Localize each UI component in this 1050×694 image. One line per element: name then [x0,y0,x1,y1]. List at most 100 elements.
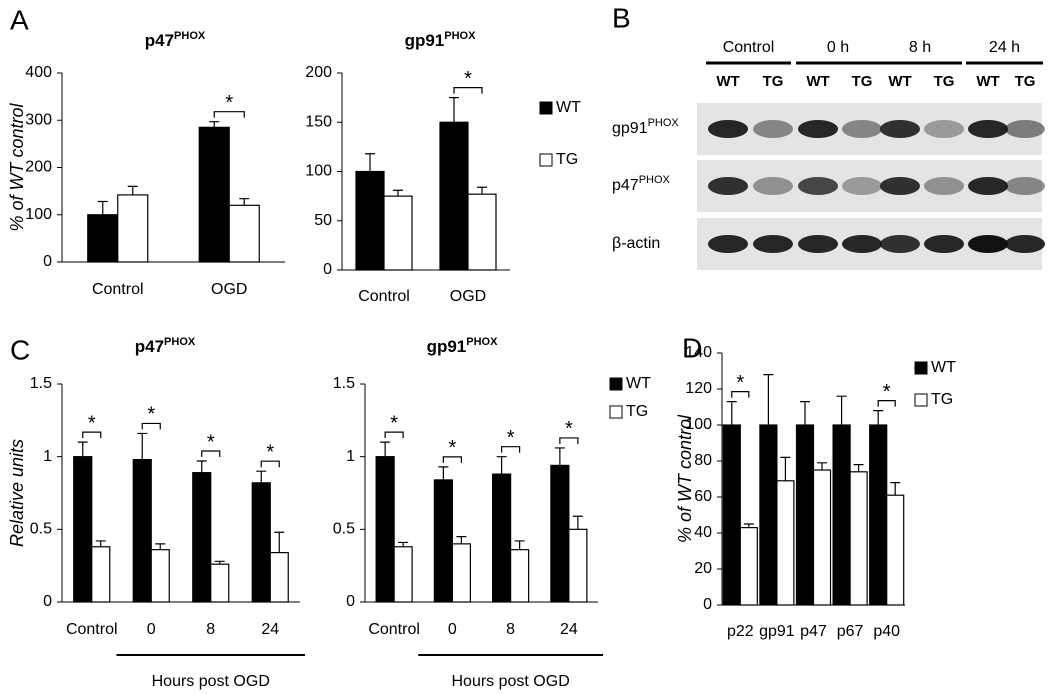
bar [886,494,905,606]
title-superscript: PHOX [164,336,196,348]
error-bar [196,460,207,473]
error-bar [800,401,810,425]
significance-bracket [559,437,579,444]
bar [568,528,588,603]
error-bar [572,515,583,530]
y-tick-label: 1.5 [30,375,52,392]
x-tick-label: 8 [206,621,215,638]
bar [132,458,152,603]
blot-band [968,235,1008,253]
bar [251,482,271,603]
blot-group-label: 24 h [989,39,1020,56]
blot-band [842,120,882,138]
blot-band [708,235,748,253]
y-tick-label: 100 [305,163,332,180]
blot-lane-label: WT [888,73,911,90]
blot-row-label: p47PHOX [612,174,671,194]
significance-bracket [731,391,750,398]
blot-lane-label: TG [1015,73,1036,90]
blot-row-text: gp91 [612,120,648,137]
legend-swatch [914,393,928,407]
significance-bracket [501,446,521,453]
bar [269,551,289,603]
significance-bracket [877,400,896,407]
blot-band [708,177,748,195]
bar [776,480,795,606]
blot-band [924,120,964,138]
title-text: p47 [135,337,164,356]
title: gp91PHOX [405,30,477,51]
title: p47PHOX [145,30,206,51]
y-axis-label: % of WT control [7,102,27,231]
blot-row-text: p47 [612,177,639,194]
x-tick-label: Control [358,288,410,305]
bar [375,456,395,603]
blot-band [842,235,882,253]
title: gp91PHOX [427,336,499,357]
error-bar [398,541,409,547]
y-tick-label: 1.5 [333,375,355,392]
y-tick-label: 150 [305,113,332,130]
legend-label: TG [931,391,953,408]
blot-band [924,177,964,195]
y-axis-label: Relative units [7,439,27,547]
title-text: gp91 [405,31,445,50]
y-tick-label: 120 [685,380,712,397]
error-bar [456,536,467,544]
legend-label: WT [931,359,956,376]
significance-star: * [266,441,274,463]
legend-swatch [539,153,553,167]
x-tick-label: OGD [211,281,247,298]
blot-group-label: 0 h [827,39,849,56]
x-tick-label: p67 [837,623,864,640]
legend-label: TG [626,403,648,420]
significance-star: * [736,372,744,394]
blot-band [798,120,838,138]
significance-star: * [507,427,515,449]
y-tick-label: 40 [694,524,712,541]
bar [150,549,170,603]
error-bar [365,153,375,172]
bar [812,469,832,606]
error-bar [449,97,459,123]
error-bar [743,523,754,528]
blot-band [842,177,882,195]
legend-swatch [609,377,623,391]
blot-band [753,177,793,195]
blot-row-label: gp91PHOX [612,117,679,137]
significance-star: * [464,68,472,90]
legend-swatch [914,361,928,375]
error-bar [817,462,827,470]
x-tick-label: p22 [727,623,754,640]
blot-row-text: β-actin [612,235,660,252]
error-bar [209,121,220,128]
x-tick-label: 0 [147,621,156,638]
significance-star: * [883,381,891,403]
y-tick-label: 100 [685,416,712,433]
bar [210,563,230,603]
significance-bracket [82,431,102,439]
bar [510,549,530,603]
x-tick-label: gp91 [759,623,795,640]
legend-label: WT [626,375,651,392]
blot-band [708,120,748,138]
x-group-label: Hours post OGD [152,673,270,690]
error-bar [127,185,138,195]
y-tick-label: 200 [305,64,332,81]
y-tick-label: 1 [346,448,355,465]
legend-label: WT [556,99,581,116]
panel-label: C [10,334,30,365]
significance-star: * [147,404,155,426]
bar [451,543,471,603]
error-bar [514,540,525,550]
bar [383,195,413,271]
error-bar [256,470,267,483]
y-tick-label: 0.5 [30,521,52,538]
blot-band [1005,177,1045,195]
error-bar [836,395,847,425]
blot-band [968,177,1008,195]
bar [492,473,512,603]
error-bar [780,456,791,481]
x-group-label: Hours post OGD [451,673,569,690]
